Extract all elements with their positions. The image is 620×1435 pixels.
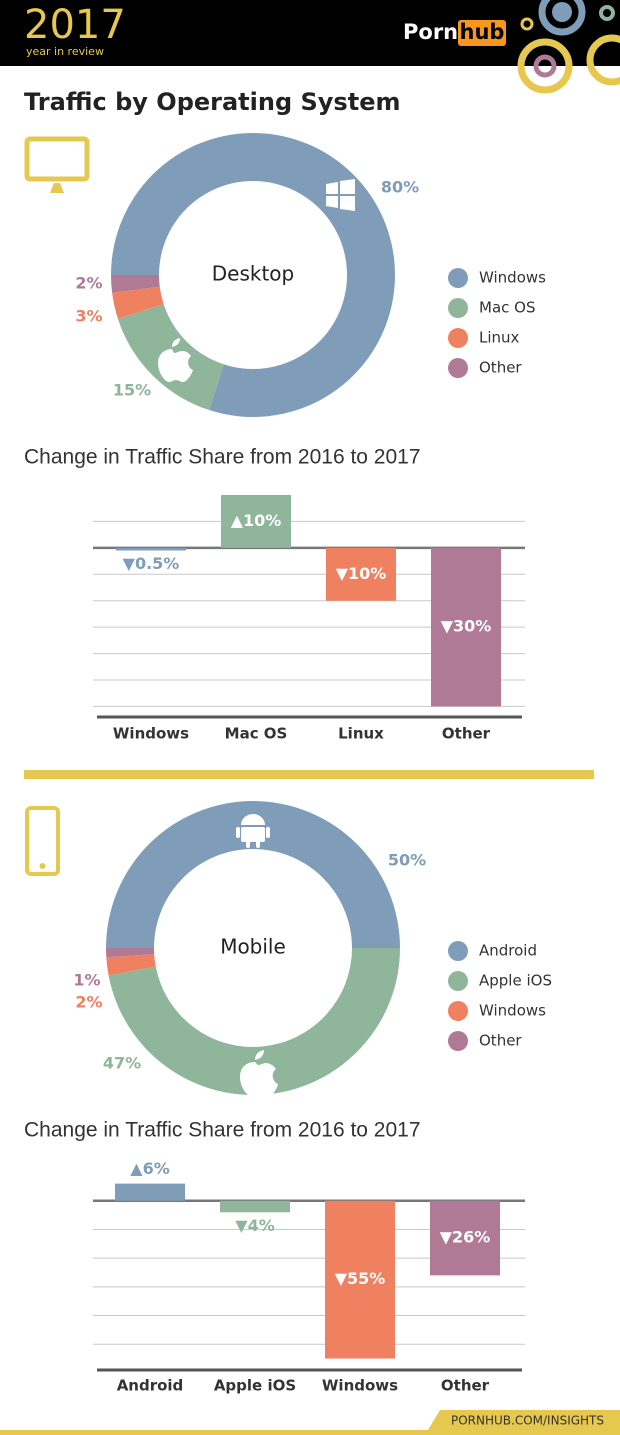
donut-slice — [106, 948, 155, 958]
mobile-icon — [25, 806, 60, 876]
x-tick-label: Mac OS — [225, 725, 288, 743]
bar — [325, 1200, 395, 1359]
bar-value-label: ▼10% — [336, 564, 387, 583]
legend-swatch — [448, 328, 468, 348]
slice-label: 2% — [75, 274, 102, 293]
legend-swatch — [448, 1031, 468, 1051]
android-logo — [236, 814, 270, 848]
header-bar — [0, 0, 620, 66]
bar — [431, 547, 501, 707]
footer-link[interactable]: PORNHUB.COM/INSIGHTS — [451, 1414, 604, 1428]
slice-label: 50% — [388, 851, 426, 870]
legend-swatch — [448, 298, 468, 318]
desktop-icon — [24, 136, 90, 193]
slice-label: 1% — [73, 971, 100, 990]
x-tick-label: Apple iOS — [214, 1377, 296, 1395]
bar-value-label: ▼0.5% — [123, 554, 180, 573]
legend-label: Linux — [479, 329, 520, 347]
bar-value-label: ▲6% — [130, 1159, 169, 1178]
bar-value-label: ▼26% — [440, 1228, 491, 1247]
bar — [326, 547, 396, 601]
bar-value-label: ▼4% — [235, 1216, 274, 1235]
legend-label: Windows — [479, 1002, 546, 1020]
slice-label: 47% — [103, 1054, 141, 1073]
bar — [116, 547, 186, 551]
x-tick-label: Android — [117, 1377, 184, 1395]
chart-subtitle: Change in Traffic Share from 2016 to 201… — [24, 1119, 421, 1142]
donut-slice — [108, 948, 401, 1095]
bar-value-label: ▼55% — [335, 1269, 386, 1288]
page-title: Traffic by Operating System — [24, 88, 400, 116]
slice-label: 80% — [381, 178, 419, 197]
x-tick-label: Windows — [322, 1377, 398, 1395]
donut-slice — [112, 286, 164, 319]
tagline: year in review — [26, 45, 104, 58]
bar-value-label: ▲10% — [231, 511, 282, 530]
legend-label: Android — [479, 942, 537, 960]
slice-label: 2% — [75, 993, 102, 1012]
header-decoration — [517, 0, 620, 94]
bar-value-label: ▼30% — [441, 617, 492, 636]
brand-box — [458, 20, 506, 46]
x-tick-label: Windows — [113, 725, 189, 743]
brand-right: hub — [460, 20, 505, 44]
brand-left: Porn — [403, 20, 458, 44]
legend-label: Other — [479, 1032, 522, 1050]
bar — [220, 1200, 290, 1213]
legend-label: Mac OS — [479, 299, 535, 317]
legend-swatch — [448, 358, 468, 378]
x-tick-label: Linux — [338, 725, 384, 743]
bar — [221, 495, 291, 548]
apple-logo — [240, 1050, 278, 1097]
slice-label: 3% — [75, 307, 102, 326]
chart-subtitle: Change in Traffic Share from 2016 to 201… — [24, 446, 421, 469]
slice-label: 15% — [113, 381, 151, 400]
year: 2017 — [24, 2, 126, 48]
donut-slice — [111, 133, 395, 418]
donut-center-label: Mobile — [220, 935, 286, 959]
footer-bar — [0, 1430, 620, 1435]
legend-swatch — [448, 941, 468, 961]
legend-swatch — [448, 268, 468, 288]
donut-slice — [106, 954, 156, 976]
donut-slice — [106, 801, 400, 948]
bar — [430, 1200, 500, 1276]
separator — [24, 770, 594, 779]
donut-center-label: Desktop — [212, 262, 294, 286]
windows-logo — [326, 179, 355, 211]
legend-label: Windows — [479, 269, 546, 287]
footer-tag — [428, 1410, 620, 1430]
donut-slice — [111, 275, 160, 293]
x-tick-label: Other — [441, 1377, 490, 1395]
marks: 80% Windows 15% Mac OS 3% Linux 2% Other Desktop… — [73, 133, 552, 1395]
legend-label: Other — [479, 359, 522, 377]
legend-swatch — [448, 1001, 468, 1021]
apple-logo — [158, 338, 193, 382]
legend-swatch — [448, 971, 468, 991]
bar — [115, 1183, 185, 1201]
x-tick-label: Other — [442, 725, 491, 743]
legend-label: Apple iOS — [479, 972, 552, 990]
